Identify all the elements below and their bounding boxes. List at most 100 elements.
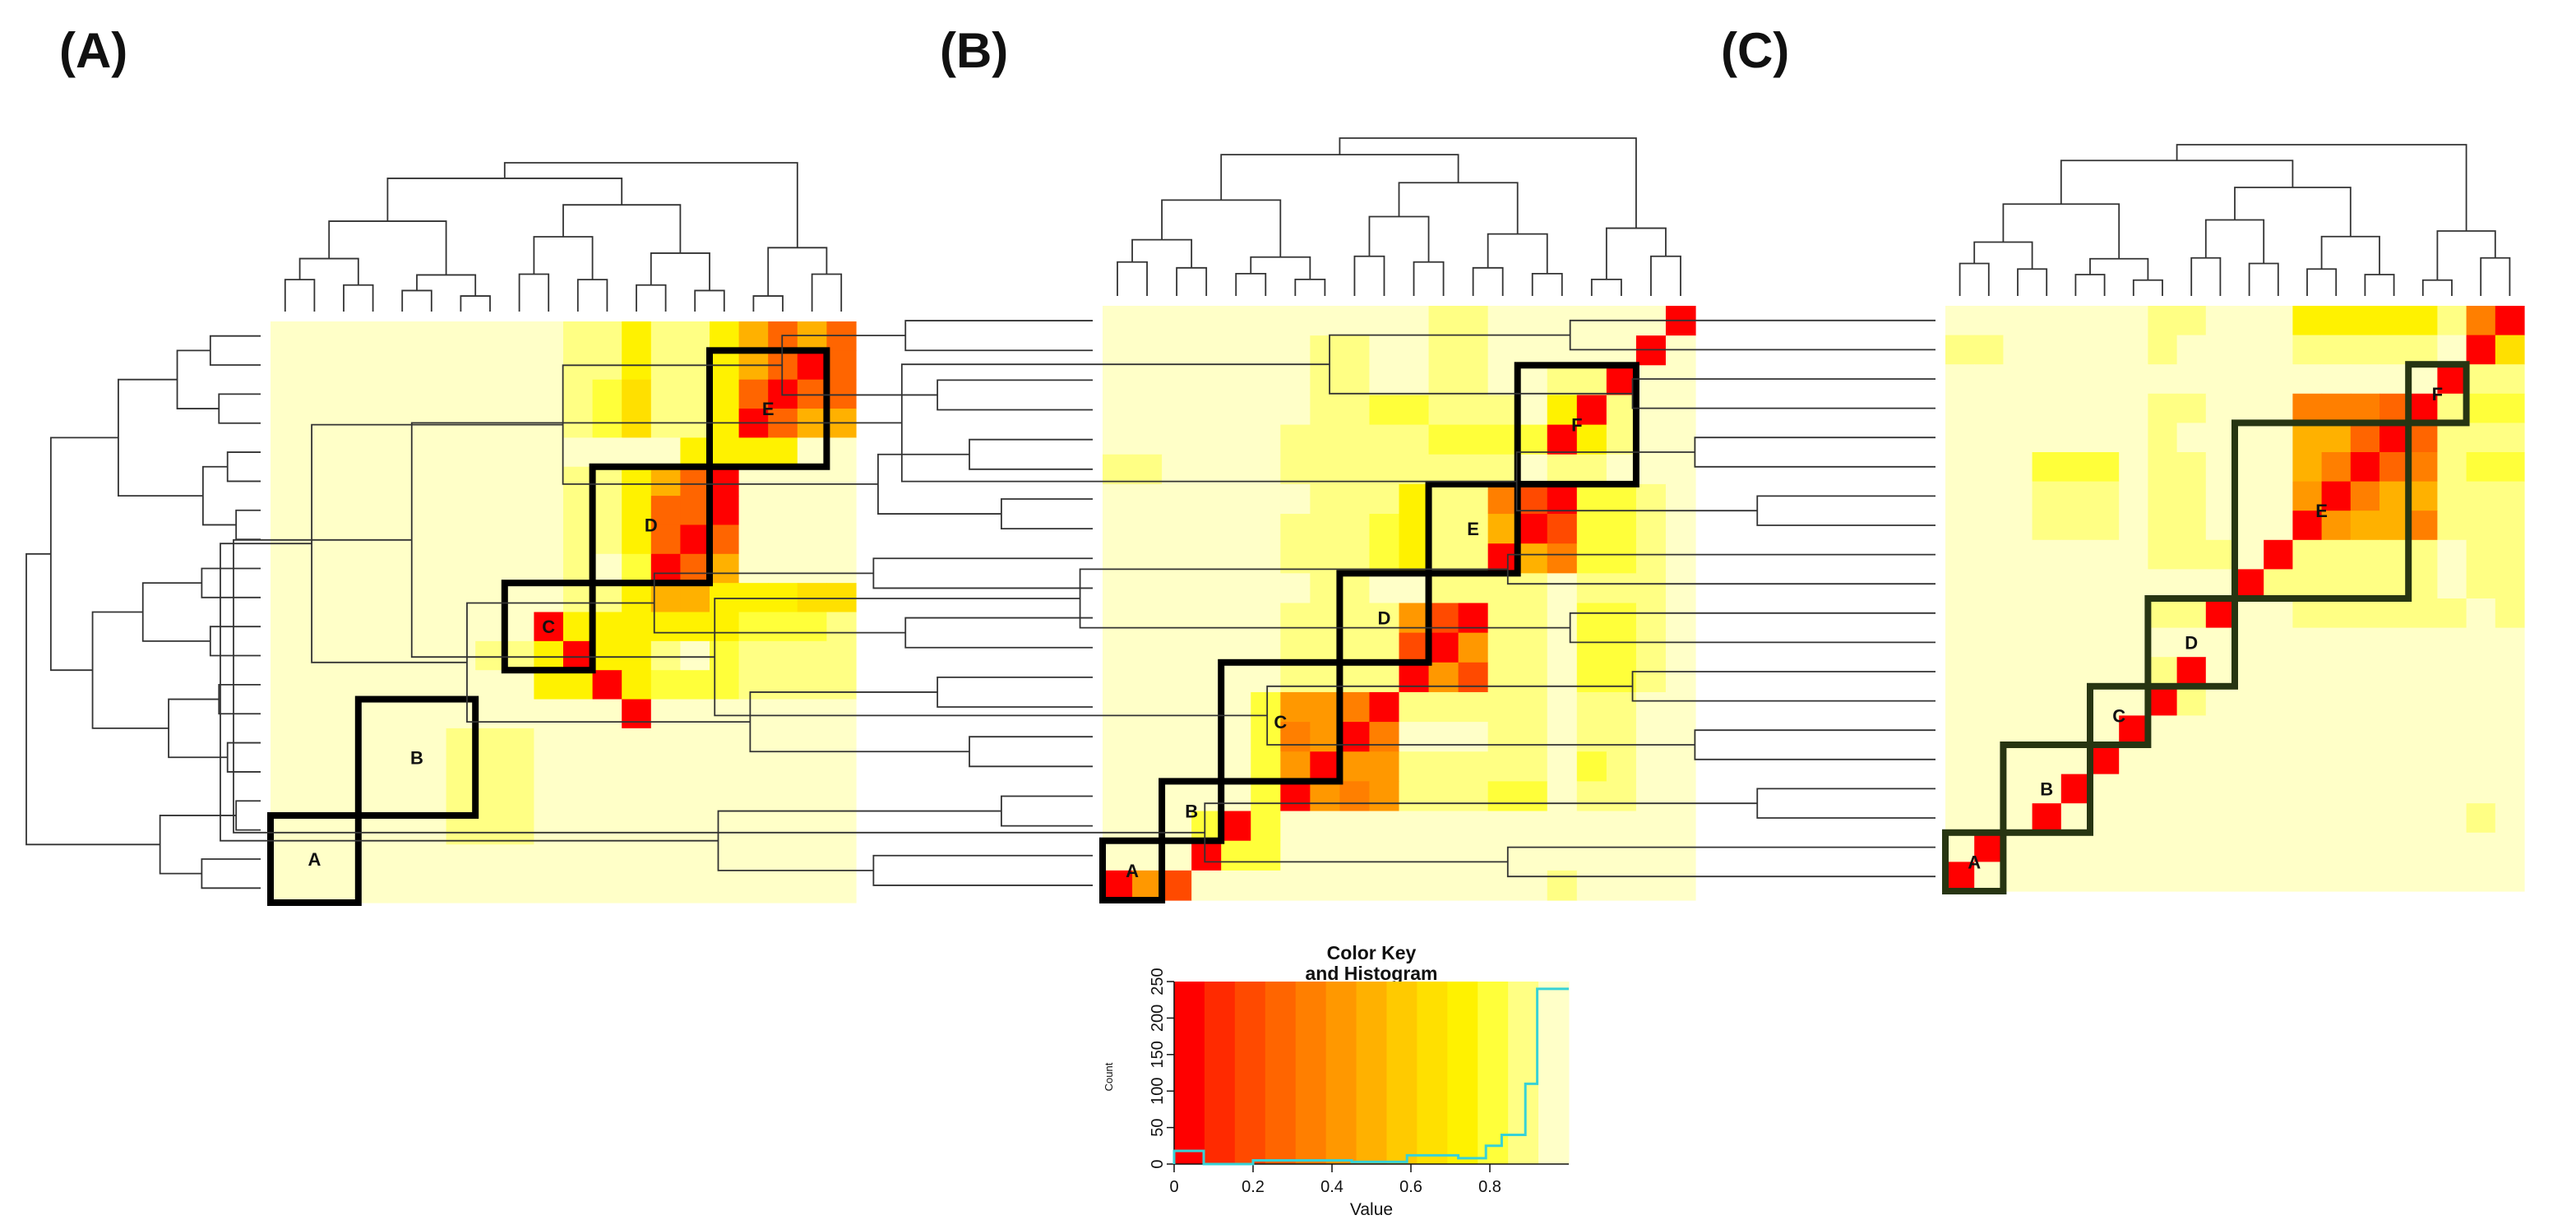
heatmap-cell	[2379, 481, 2409, 511]
heatmap-panel-b: A B C D E F	[220, 137, 1696, 904]
heatmap-cell	[650, 437, 681, 468]
heatmap-cell	[2350, 423, 2380, 453]
key-x-axis-label: Value	[1350, 1200, 1393, 1219]
heatmap-cell	[1191, 840, 1222, 871]
heatmap-cell	[1399, 662, 1430, 693]
heatmap-cell	[358, 466, 388, 497]
heatmap-cell	[1339, 306, 1371, 336]
heatmap-cell	[2003, 393, 2033, 423]
heatmap-cell	[2176, 511, 2207, 541]
heatmap-cell	[271, 844, 301, 875]
row-dendrogram-branch	[141, 582, 210, 642]
column-dendrogram	[284, 162, 843, 312]
heatmap-cell	[1310, 395, 1340, 426]
heatmap-cell	[1310, 781, 1340, 812]
heatmap-cell	[2495, 306, 2525, 336]
heatmap-cell	[1132, 632, 1163, 663]
row-dendrogram-branch	[1569, 319, 1935, 351]
heatmap-cell	[271, 466, 301, 497]
heatmap-cell	[1310, 306, 1340, 336]
heatmap-cell	[1103, 573, 1133, 604]
heatmap-cell	[1635, 395, 1667, 426]
heatmap-cell	[622, 379, 652, 409]
column-dendrogram-branch	[503, 162, 798, 248]
heatmap-cell	[2379, 862, 2409, 892]
row-dendrogram-branch	[1329, 334, 1633, 395]
column-dendrogram-branch	[2436, 230, 2496, 280]
heatmap-cell	[2205, 569, 2236, 599]
heatmap-cell	[417, 873, 447, 903]
heatmap-cell	[2350, 511, 2380, 541]
cluster-label-b: B	[1185, 802, 1198, 822]
heatmap-cell	[2264, 715, 2293, 746]
heatmap-cell	[1103, 365, 1133, 396]
heatmap-cell	[2119, 452, 2148, 483]
heatmap-cell	[768, 553, 798, 584]
heatmap-cell	[563, 437, 594, 468]
heatmap-cell	[1339, 662, 1371, 693]
heatmap-cell	[2292, 539, 2323, 570]
heatmap-cell	[2292, 335, 2323, 365]
heatmap-cell	[271, 553, 301, 584]
heatmap-cell	[1487, 335, 1519, 366]
heatmap-cell	[1576, 543, 1607, 574]
heatmap-cell	[1428, 483, 1459, 515]
heatmap-cell	[2350, 539, 2380, 570]
heatmap-cell	[1576, 632, 1607, 663]
cluster-label-d: D	[2185, 632, 2198, 653]
heatmap-cell	[1103, 722, 1133, 752]
panel-label-a: (A)	[59, 23, 127, 78]
heatmap-cell	[446, 612, 476, 642]
column-dendrogram-branch	[562, 204, 682, 253]
heatmap-cell	[271, 873, 301, 903]
heatmap-cell	[1399, 781, 1430, 812]
heatmap-cell	[2379, 511, 2409, 541]
heatmap-cell	[534, 583, 564, 613]
heatmap-cell	[1103, 424, 1133, 455]
heatmap-cell	[271, 321, 301, 351]
heatmap-cell	[417, 612, 447, 642]
row-dendrogram-branch	[877, 453, 1001, 515]
heatmap-cell	[2264, 393, 2293, 423]
heatmap-cell	[710, 496, 740, 526]
heatmap-cell	[2321, 832, 2352, 862]
heatmap-cell	[1606, 365, 1637, 396]
row-dendrogram-branch	[25, 552, 160, 846]
heatmap-cell	[1132, 811, 1163, 842]
heatmap-cell	[2090, 686, 2120, 716]
heatmap-cell	[534, 350, 564, 381]
heatmap-cell	[1517, 543, 1548, 574]
key-color-bands	[1174, 982, 1570, 1164]
heatmap-cell	[534, 670, 564, 700]
heatmap-cell	[1191, 395, 1222, 426]
heatmap-cell	[417, 321, 447, 351]
heatmap-cell	[2321, 862, 2352, 892]
heatmap-cell	[2321, 803, 2352, 834]
heatmap-cell	[2003, 686, 2033, 716]
heatmap-cell	[2205, 452, 2236, 483]
heatmap-cell	[2032, 832, 2062, 862]
heatmap-cell	[1547, 870, 1578, 901]
heatmap-cell	[2032, 452, 2062, 483]
heatmap-cell	[2292, 686, 2323, 716]
heatmap-cell	[2090, 364, 2120, 395]
heatmap-cell	[768, 670, 798, 700]
row-dendrogram-branch	[1631, 671, 1935, 702]
column-dendrogram-branch	[298, 257, 359, 285]
color-key-histogram: Color Key and Histogram 0 50 100 150 200 250 0…	[1103, 942, 1570, 1219]
heatmap-cell	[1251, 365, 1281, 396]
heatmap-cell	[1310, 603, 1340, 634]
heatmap-cell	[2292, 569, 2323, 599]
heatmap-cell	[650, 524, 681, 555]
heatmap-cell	[2321, 511, 2352, 541]
heatmap-cell	[2466, 452, 2496, 483]
heatmap-cells	[1945, 306, 2525, 892]
heatmap-cell	[417, 728, 447, 758]
heatmap-cell	[534, 757, 564, 788]
heatmap-cell	[1974, 657, 2004, 687]
heatmap-cell	[387, 496, 418, 526]
heatmap-cell	[680, 873, 710, 903]
heatmap-cell	[1191, 573, 1222, 604]
heatmap-cell	[1339, 722, 1371, 752]
key-color-band	[1265, 982, 1297, 1164]
